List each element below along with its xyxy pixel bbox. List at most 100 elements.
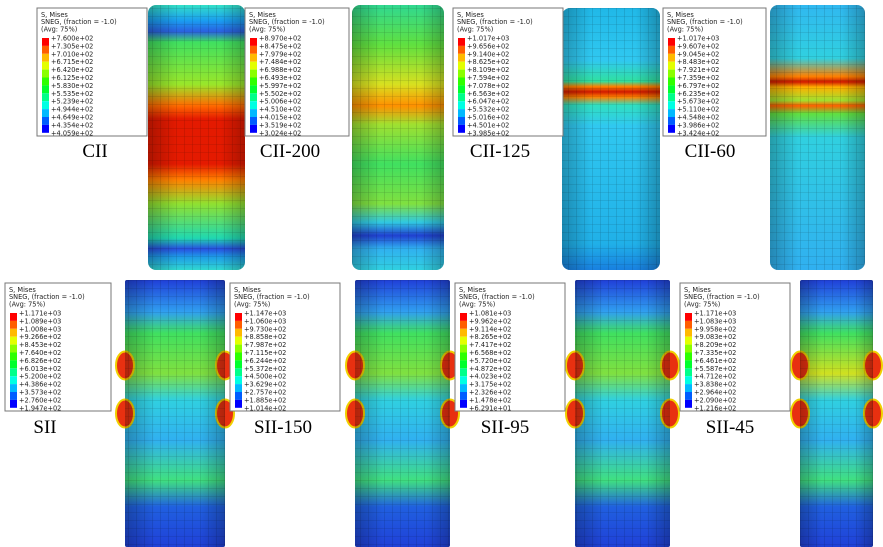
legend-swatch: [685, 313, 692, 321]
legend-swatch: [668, 109, 675, 117]
legend-swatch: [10, 321, 17, 329]
legend-value: +8.265e+02: [469, 333, 511, 341]
legend-value: +3.519e+02: [259, 121, 301, 129]
legend-header: (Avg: 75%): [41, 25, 77, 33]
legend-swatch: [235, 376, 242, 384]
legend-header: (Avg: 75%): [234, 300, 270, 308]
legend-swatch: [460, 329, 467, 337]
legend-swatch: [10, 392, 17, 400]
panel-label: SII-95: [481, 417, 530, 438]
shading: [355, 280, 450, 547]
legend-value: +9.656e+02: [467, 42, 509, 50]
legend-swatch: [10, 313, 17, 321]
panel-label: SII-150: [254, 417, 312, 438]
legend-value: +7.484e+02: [259, 58, 301, 66]
legend-value: +5.673e+02: [677, 98, 719, 106]
legend-value: +6.493e+02: [259, 74, 301, 82]
legend-value: +5.110e+02: [677, 106, 719, 114]
legend-swatch: [685, 353, 692, 361]
legend-swatch: [685, 360, 692, 368]
legend-swatch: [668, 101, 675, 109]
legend-swatch: [458, 54, 465, 62]
legend-value: +4.548e+02: [677, 114, 719, 122]
legend-swatch: [685, 376, 692, 384]
legend-swatch: [668, 70, 675, 78]
legend-value: +1.947e+02: [19, 404, 61, 412]
legend-value: +8.453e+02: [19, 341, 61, 349]
legend-value: +7.417e+02: [469, 341, 511, 349]
legend-value: +4.501e+02: [467, 121, 509, 129]
legend-value: +4.944e+02: [51, 106, 93, 114]
legend-value: +3.985e+02: [467, 129, 509, 137]
legend-swatch: [458, 93, 465, 101]
panel-label: CII-60: [685, 141, 736, 162]
legend-swatch: [668, 38, 675, 46]
legend-swatch: [458, 117, 465, 125]
legend-swatch: [685, 384, 692, 392]
legend-value: +1.008e+03: [19, 325, 61, 333]
legend-swatch: [235, 384, 242, 392]
legend-value: +8.625e+02: [467, 58, 509, 66]
legend-swatch: [460, 376, 467, 384]
legend-swatch: [460, 368, 467, 376]
legend-swatch: [42, 125, 49, 133]
legend-swatch: [458, 125, 465, 133]
legend-swatch: [458, 62, 465, 70]
legend-value: +7.600e+02: [51, 35, 93, 43]
legend-value: +1.171e+03: [19, 310, 61, 318]
legend-value: +7.640e+02: [19, 349, 61, 357]
legend-value: +9.730e+02: [244, 325, 286, 333]
legend-value: +6.568e+02: [469, 349, 511, 357]
legend-value: +4.059e+02: [51, 129, 93, 137]
legend-swatch: [42, 109, 49, 117]
legend-value: +3.838e+02: [694, 381, 736, 389]
panel-label: CII-200: [260, 141, 320, 162]
legend-swatch: [42, 93, 49, 101]
legend-swatch: [685, 392, 692, 400]
legend-swatch: [458, 70, 465, 78]
legend-value: +9.266e+02: [19, 333, 61, 341]
legend-value: +5.532e+02: [467, 106, 509, 114]
legend-value: +8.475e+02: [259, 42, 301, 50]
shading: [352, 5, 444, 270]
legend-header: (Avg: 75%): [9, 300, 45, 308]
legend-value: +8.109e+02: [467, 66, 509, 74]
legend-swatch: [10, 345, 17, 353]
legend-value: +2.757e+02: [244, 389, 286, 397]
legend-swatch: [668, 62, 675, 70]
legend-value: +3.175e+02: [469, 381, 511, 389]
legend-header: (Avg: 75%): [249, 25, 285, 33]
legend-value: +1.017e+03: [677, 35, 719, 43]
legend-swatch: [250, 38, 257, 46]
legend-swatch: [250, 46, 257, 54]
legend-swatch: [235, 353, 242, 361]
legend-swatch: [668, 85, 675, 93]
legend-header: (Avg: 75%): [459, 300, 495, 308]
legend-value: +6.826e+02: [19, 357, 61, 365]
legend-value: +4.500e+02: [244, 373, 286, 381]
legend-value: +9.114e+02: [469, 325, 511, 333]
legend-swatch: [460, 392, 467, 400]
legend-value: +6.563e+02: [467, 90, 509, 98]
legend-value: +1.060e+03: [244, 317, 286, 325]
legend-value: +7.078e+02: [467, 82, 509, 90]
legend-value: +3.629e+02: [244, 381, 286, 389]
legend-swatch: [235, 400, 242, 408]
legend-value: +4.712e+02: [694, 373, 736, 381]
legend-swatch: [10, 376, 17, 384]
legend-value: +7.335e+02: [694, 349, 736, 357]
legend-value: +3.424e+02: [677, 129, 719, 137]
legend-header: (Avg: 75%): [457, 25, 493, 33]
legend-swatch: [458, 101, 465, 109]
legend-swatch: [235, 313, 242, 321]
legend-value: +5.200e+02: [19, 373, 61, 381]
legend-swatch: [460, 360, 467, 368]
legend-value: +8.858e+02: [244, 333, 286, 341]
panel-label: CII-125: [470, 141, 530, 162]
legend-value: +5.372e+02: [244, 365, 286, 373]
legend-value: +2.090e+02: [694, 396, 736, 404]
legend-value: +7.305e+02: [51, 42, 93, 50]
legend-swatch: [460, 313, 467, 321]
